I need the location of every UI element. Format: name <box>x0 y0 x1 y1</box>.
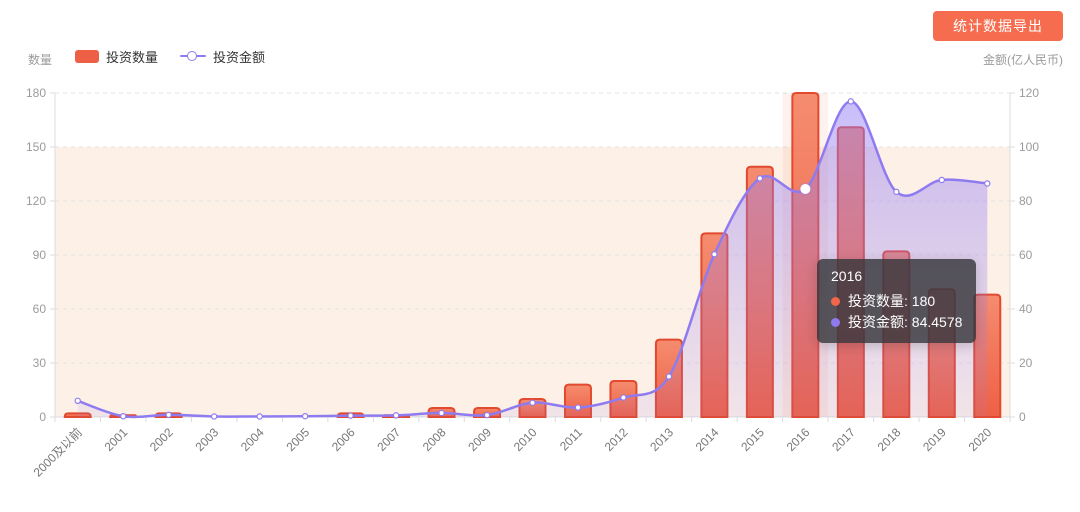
legend-label-line: 投资金额 <box>213 49 266 65</box>
line-point-2002[interactable] <box>165 411 172 419</box>
x-axis-label-2015: 2015 <box>738 425 767 454</box>
x-axis-label-2003: 2003 <box>193 425 222 454</box>
line-point-2004[interactable] <box>256 413 263 420</box>
line-point-2016[interactable] <box>800 183 811 194</box>
line-point-2015[interactable] <box>756 175 764 182</box>
x-axis-label-2016: 2016 <box>784 425 813 454</box>
line-point-2010[interactable] <box>529 399 536 406</box>
line-series-path <box>77 100 988 419</box>
x-axis-label-2006: 2006 <box>329 425 358 454</box>
x-axis-label-2001: 2001 <box>102 425 131 454</box>
line-point-2008[interactable] <box>438 409 445 417</box>
x-axis-label-2014: 2014 <box>693 425 722 454</box>
x-axis-label-2020: 2020 <box>966 425 995 454</box>
x-axis-label-2011: 2011 <box>557 425 585 453</box>
left-axis-tick-label: 90 <box>33 248 47 262</box>
x-axis-label-2012: 2012 <box>602 425 631 454</box>
legend: 投资数量 投资金额 <box>75 47 265 66</box>
right-axis-tick-label: 40 <box>1019 302 1033 316</box>
x-axis-label-2009: 2009 <box>465 425 494 454</box>
x-axis-label-2019: 2019 <box>920 425 949 454</box>
line-point-2020[interactable] <box>984 180 991 187</box>
line-point-2007[interactable] <box>392 412 400 419</box>
x-axis-label-2002: 2002 <box>147 425 176 454</box>
right-axis-tick-label: 100 <box>1019 140 1039 154</box>
x-axis-label-2008: 2008 <box>420 425 449 454</box>
line-point-2009[interactable] <box>483 411 491 419</box>
line-point-2001[interactable] <box>120 412 127 420</box>
left-axis-tick-label: 180 <box>26 86 46 100</box>
right-axis-tick-label: 80 <box>1019 194 1033 208</box>
line-point-2011[interactable] <box>574 404 582 411</box>
x-axis-label-2010: 2010 <box>511 425 540 454</box>
x-axis-label-2004: 2004 <box>238 425 267 454</box>
line-point-2000及以前[interactable] <box>74 397 81 404</box>
x-axis-label-2018: 2018 <box>875 425 904 454</box>
line-point-2012[interactable] <box>620 394 627 401</box>
line-point-2014[interactable] <box>711 250 718 258</box>
legend-item-line-series[interactable]: 投资金额 <box>180 47 265 66</box>
legend-label-bar: 投资数量 <box>106 49 159 65</box>
line-point-2005[interactable] <box>301 412 309 420</box>
legend-item-bar-series[interactable]: 投资数量 <box>75 47 158 66</box>
export-data-button[interactable]: 统计数据导出 <box>933 11 1063 41</box>
x-axis-label-2017: 2017 <box>829 425 858 454</box>
line-point-2019[interactable] <box>938 176 945 184</box>
bar-series-legend-icon <box>75 49 99 63</box>
x-axis-label-2007: 2007 <box>374 425 403 454</box>
line-point-2006[interactable] <box>347 412 354 419</box>
line-point-2003[interactable] <box>210 413 218 420</box>
right-axis-tick-label: 120 <box>1019 86 1039 100</box>
right-axis-tick-label: 20 <box>1019 356 1033 370</box>
line-series-legend-dot-icon <box>187 50 198 61</box>
left-axis-title: 数量 <box>28 53 53 67</box>
left-axis-tick-label: 120 <box>26 194 46 208</box>
line-point-2018[interactable] <box>893 188 900 196</box>
right-axis-tick-label: 60 <box>1019 248 1033 262</box>
x-axis-label-2005: 2005 <box>283 425 312 454</box>
left-axis-tick-label: 30 <box>33 356 47 370</box>
line-point-2017[interactable] <box>847 98 855 105</box>
x-axis-label-2013: 2013 <box>647 425 676 454</box>
line-point-2013[interactable] <box>665 373 673 380</box>
x-axis-label-2000及以前: 2000及以前 <box>30 425 85 480</box>
right-axis-title: 金额(亿人民币) <box>983 53 1063 67</box>
right-axis-tick-label: 0 <box>1019 410 1026 424</box>
left-axis-tick-label: 150 <box>26 140 46 154</box>
left-axis-tick-label: 0 <box>39 410 46 424</box>
left-axis-tick-label: 60 <box>33 302 47 316</box>
line-series-legend-icon <box>180 50 207 62</box>
